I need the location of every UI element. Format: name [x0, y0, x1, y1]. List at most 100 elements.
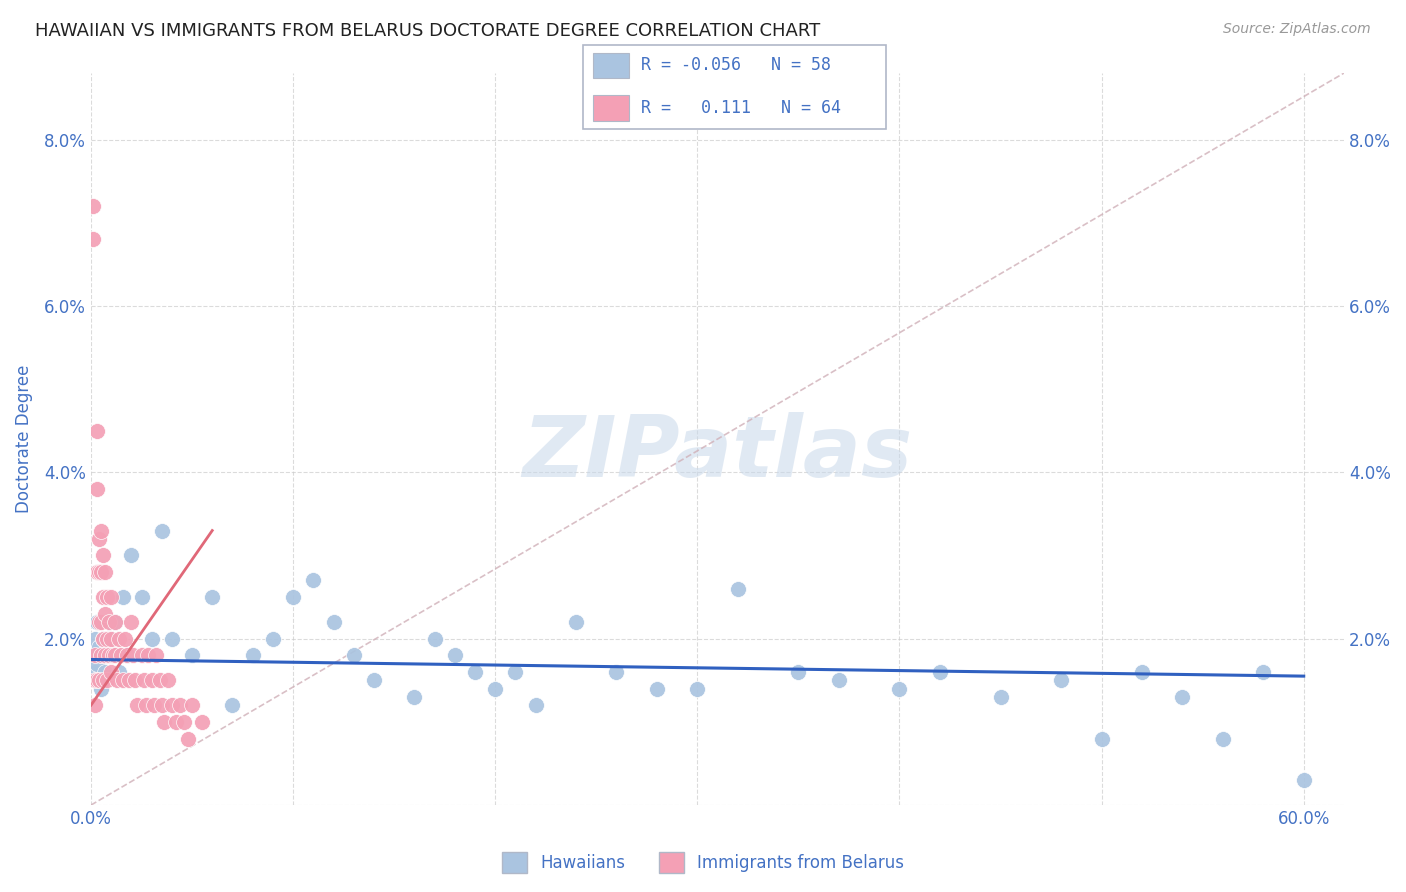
Point	[84, 648, 107, 663]
Point	[86, 565, 108, 579]
Point	[169, 698, 191, 713]
Point	[990, 690, 1012, 704]
Point	[100, 665, 122, 679]
Point	[104, 648, 127, 663]
Point	[727, 582, 749, 596]
Point	[645, 681, 668, 696]
FancyBboxPatch shape	[592, 54, 628, 78]
Text: HAWAIIAN VS IMMIGRANTS FROM BELARUS DOCTORATE DEGREE CORRELATION CHART: HAWAIIAN VS IMMIGRANTS FROM BELARUS DOCT…	[35, 22, 820, 40]
Point	[404, 690, 426, 704]
Point	[1292, 773, 1315, 788]
Point	[104, 615, 127, 629]
Point	[242, 648, 264, 663]
Point	[108, 632, 131, 646]
Point	[322, 615, 344, 629]
Point	[484, 681, 506, 696]
Point	[787, 665, 810, 679]
Point	[98, 615, 121, 629]
Point	[103, 648, 125, 663]
Point	[90, 648, 112, 663]
Point	[160, 632, 183, 646]
Point	[132, 673, 155, 688]
Legend: Hawaiians, Immigrants from Belarus: Hawaiians, Immigrants from Belarus	[495, 846, 911, 880]
Point	[1050, 673, 1073, 688]
Text: R = -0.056   N = 58: R = -0.056 N = 58	[641, 56, 831, 74]
Point	[112, 590, 135, 604]
Point	[87, 532, 110, 546]
Point	[145, 648, 167, 663]
Point	[90, 565, 112, 579]
Point	[82, 648, 104, 663]
FancyBboxPatch shape	[583, 45, 886, 129]
Point	[122, 648, 145, 663]
Point	[90, 681, 112, 696]
Point	[1090, 731, 1112, 746]
Point	[127, 698, 149, 713]
Point	[135, 698, 157, 713]
Point	[150, 524, 173, 538]
Point	[1171, 690, 1194, 704]
Point	[117, 648, 139, 663]
Point	[505, 665, 527, 679]
Point	[110, 648, 132, 663]
Point	[84, 673, 107, 688]
Point	[173, 714, 195, 729]
Point	[160, 698, 183, 713]
Point	[100, 632, 122, 646]
Text: Source: ZipAtlas.com: Source: ZipAtlas.com	[1223, 22, 1371, 37]
Point	[91, 590, 114, 604]
Point	[112, 673, 135, 688]
Point	[96, 632, 118, 646]
Point	[84, 665, 107, 679]
Point	[191, 714, 214, 729]
Point	[86, 673, 108, 688]
Point	[201, 590, 224, 604]
Point	[131, 648, 153, 663]
Text: R =   0.111   N = 64: R = 0.111 N = 64	[641, 99, 841, 117]
Point	[86, 482, 108, 496]
Point	[118, 673, 141, 688]
Point	[889, 681, 911, 696]
Point	[104, 615, 127, 629]
Point	[1212, 731, 1234, 746]
Point	[96, 673, 118, 688]
Point	[82, 199, 104, 213]
Point	[120, 549, 142, 563]
Point	[87, 673, 110, 688]
Point	[90, 524, 112, 538]
Point	[91, 549, 114, 563]
Point	[131, 590, 153, 604]
Point	[149, 673, 172, 688]
Point	[90, 648, 112, 663]
Point	[165, 714, 187, 729]
Point	[87, 640, 110, 654]
Point	[1130, 665, 1153, 679]
Point	[141, 673, 163, 688]
Point	[152, 714, 174, 729]
Point	[281, 590, 304, 604]
Point	[105, 673, 128, 688]
Point	[565, 615, 588, 629]
Point	[98, 615, 121, 629]
Point	[686, 681, 709, 696]
Point	[103, 648, 125, 663]
Point	[86, 424, 108, 438]
Point	[605, 665, 627, 679]
Point	[136, 648, 159, 663]
Point	[84, 698, 107, 713]
Point	[114, 632, 136, 646]
Point	[86, 615, 108, 629]
Point	[86, 657, 108, 671]
Point	[124, 673, 146, 688]
Point	[91, 632, 114, 646]
Point	[98, 648, 121, 663]
Point	[96, 648, 118, 663]
Point	[262, 632, 284, 646]
Point	[423, 632, 446, 646]
Point	[84, 632, 107, 646]
Point	[94, 565, 117, 579]
Point	[91, 632, 114, 646]
Point	[87, 565, 110, 579]
Point	[464, 665, 486, 679]
Point	[156, 673, 179, 688]
